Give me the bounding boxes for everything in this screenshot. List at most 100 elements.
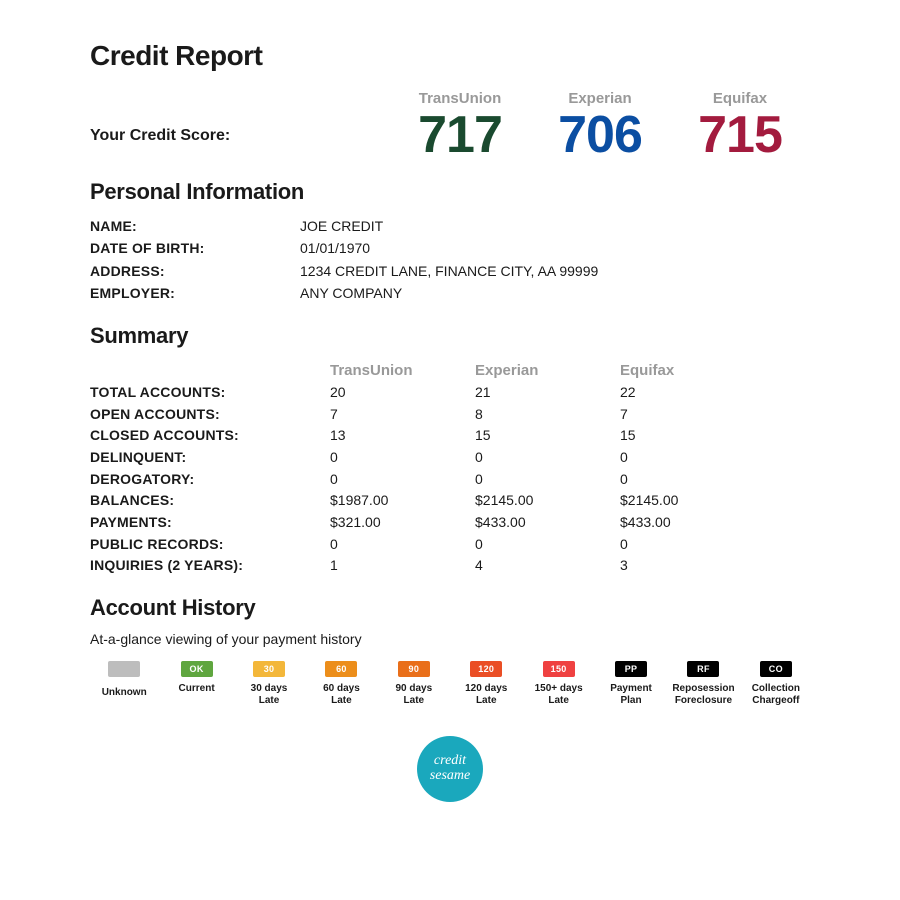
info-dob: DATE OF BIRTH: 01/01/1970 <box>90 237 810 259</box>
summary-cell-eq: 3 <box>590 555 735 577</box>
summary-label: INQUIRIES (2 YEARS): <box>90 555 300 577</box>
summary-label: PUBLIC RECORDS: <box>90 534 300 556</box>
legend-text: Reposession <box>669 683 737 695</box>
summary-cell-tu: 0 <box>300 534 445 556</box>
summary-cell-eq: 0 <box>590 469 735 491</box>
score-transunion: TransUnion 717 <box>390 90 530 161</box>
info-name: NAME: JOE CREDIT <box>90 215 810 237</box>
history-subtitle: At-a-glance viewing of your payment hist… <box>90 631 810 647</box>
summary-cell-eq: 0 <box>590 534 735 556</box>
legend-chip <box>108 661 140 677</box>
section-personal: Personal Information <box>90 179 810 205</box>
score-value-ex: 706 <box>530 109 670 161</box>
legend-chip: RF <box>687 661 719 677</box>
legend-text: Foreclosure <box>669 695 737 707</box>
legend-item: RF ReposessionForeclosure <box>669 661 737 710</box>
bureau-label-eq: Equifax <box>670 90 810 107</box>
summary-label: DEROGATORY: <box>90 469 300 491</box>
summary-row: DELINQUENT:000 <box>90 447 810 469</box>
credit-scores: Your Credit Score: TransUnion 717 Experi… <box>90 90 810 161</box>
summary-cell-eq: 7 <box>590 404 735 426</box>
info-address: ADDRESS: 1234 CREDIT LANE, FINANCE CITY,… <box>90 260 810 282</box>
bureau-label-ex: Experian <box>530 90 670 107</box>
info-value: 1234 CREDIT LANE, FINANCE CITY, AA 99999 <box>300 260 810 282</box>
legend-item: COCollectionChargeoff <box>742 661 810 710</box>
summary-label: TOTAL ACCOUNTS: <box>90 382 300 404</box>
summary-cell-tu: 13 <box>300 425 445 447</box>
info-value: JOE CREDIT <box>300 215 810 237</box>
summary-header: TransUnion Experian Equifax <box>90 359 810 382</box>
summary-cell-ex: 15 <box>445 425 590 447</box>
info-employer: EMPLOYER: ANY COMPANY <box>90 282 810 304</box>
legend-item: Unknown <box>90 661 158 710</box>
summary-cell-ex: $2145.00 <box>445 490 590 512</box>
summary-cell-eq: 22 <box>590 382 735 404</box>
score-value-eq: 715 <box>670 109 810 161</box>
info-value: 01/01/1970 <box>300 237 810 259</box>
score-label: Your Credit Score: <box>90 127 390 161</box>
summary-col-tu: TransUnion <box>300 359 445 382</box>
legend-chip: 90 <box>398 661 430 677</box>
legend-chip: OK <box>181 661 213 677</box>
logo-line1: credit <box>434 754 466 768</box>
summary-cell-eq: 15 <box>590 425 735 447</box>
legend-item: 120120 daysLate <box>452 661 520 710</box>
legend-chip: CO <box>760 661 792 677</box>
legend-item: 30 30 daysLate <box>235 661 303 710</box>
summary-col-ex: Experian <box>445 359 590 382</box>
page-title: Credit Report <box>90 40 810 72</box>
summary-cell-tu: 1 <box>300 555 445 577</box>
legend-text: Payment <box>597 683 665 695</box>
info-label: ADDRESS: <box>90 260 300 282</box>
summary-cell-eq: $2145.00 <box>590 490 735 512</box>
summary-col-eq: Equifax <box>590 359 735 382</box>
summary-label: DELINQUENT: <box>90 447 300 469</box>
bureau-label-tu: TransUnion <box>390 90 530 107</box>
summary-cell-tu: $1987.00 <box>300 490 445 512</box>
legend-text: Current <box>162 683 230 695</box>
legend-chip: 30 <box>253 661 285 677</box>
info-label: EMPLOYER: <box>90 282 300 304</box>
summary-row: PAYMENTS:$321.00$433.00$433.00 <box>90 512 810 534</box>
legend-chip: 60 <box>325 661 357 677</box>
summary-label: PAYMENTS: <box>90 512 300 534</box>
summary-row: INQUIRIES (2 YEARS):143 <box>90 555 810 577</box>
legend-text: Plan <box>597 695 665 707</box>
legend-text: Collection <box>742 683 810 695</box>
summary-cell-eq: $433.00 <box>590 512 735 534</box>
legend-chip: 120 <box>470 661 502 677</box>
legend-text: Late <box>235 695 303 707</box>
legend-text: 30 days <box>235 683 303 695</box>
summary-row: BALANCES:$1987.00$2145.00$2145.00 <box>90 490 810 512</box>
summary-cell-ex: 21 <box>445 382 590 404</box>
summary-row: TOTAL ACCOUNTS:202122 <box>90 382 810 404</box>
score-experian: Experian 706 <box>530 90 670 161</box>
info-label: DATE OF BIRTH: <box>90 237 300 259</box>
score-equifax: Equifax 715 <box>670 90 810 161</box>
summary-cell-ex: $433.00 <box>445 512 590 534</box>
score-value-tu: 717 <box>390 109 530 161</box>
legend-text: 120 days <box>452 683 520 695</box>
summary-cell-ex: 0 <box>445 447 590 469</box>
legend-item: 60 60 daysLate <box>307 661 375 710</box>
summary-row: CLOSED ACCOUNTS:131515 <box>90 425 810 447</box>
legend-text: Late <box>307 695 375 707</box>
legend-chip: 150 <box>543 661 575 677</box>
summary-label: OPEN ACCOUNTS: <box>90 404 300 426</box>
summary-cell-tu: 20 <box>300 382 445 404</box>
legend-text: 90 days <box>380 683 448 695</box>
legend-text: Late <box>380 695 448 707</box>
summary-label: CLOSED ACCOUNTS: <box>90 425 300 447</box>
legend-chip: PP <box>615 661 647 677</box>
summary-cell-ex: 4 <box>445 555 590 577</box>
legend-text: Unknown <box>90 687 158 699</box>
summary-cell-tu: $321.00 <box>300 512 445 534</box>
section-history: Account History <box>90 595 810 621</box>
summary-row: OPEN ACCOUNTS:787 <box>90 404 810 426</box>
legend-text: 60 days <box>307 683 375 695</box>
summary-row: DEROGATORY:000 <box>90 469 810 491</box>
info-value: ANY COMPANY <box>300 282 810 304</box>
section-summary: Summary <box>90 323 810 349</box>
legend-item: OK Current <box>162 661 230 710</box>
history-legend: Unknown OKCurrent 3030 daysLate6060 days… <box>90 661 810 710</box>
